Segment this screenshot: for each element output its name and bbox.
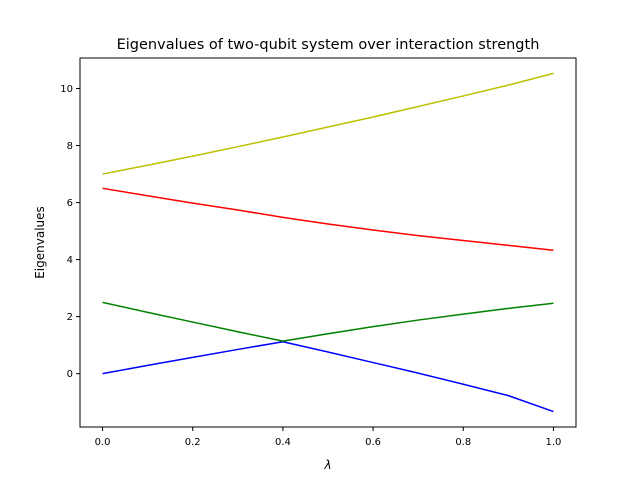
y-tick-label: 0 — [67, 369, 73, 380]
x-tick-label: 0.4 — [275, 437, 291, 448]
x-axis-ticks: 0.0 0.2 0.4 0.6 0.8 1.0 — [95, 427, 562, 448]
y-tick-label: 4 — [67, 255, 73, 266]
x-tick-label: 0.0 — [95, 437, 111, 448]
x-tick-label: 0.2 — [185, 437, 201, 448]
series-layer — [102, 72, 554, 413]
y-axis-label: Eigenvalues — [33, 206, 47, 279]
y-tick-label: 8 — [67, 141, 73, 152]
plot-frame — [79, 57, 577, 428]
x-tick-label: 0.8 — [455, 437, 471, 448]
chart-title: Eigenvalues of two-qubit system over int… — [117, 37, 540, 53]
series-line-3 — [102, 187, 554, 251]
series-line-4 — [102, 72, 554, 175]
series-line-2 — [102, 301, 554, 342]
y-tick-label: 2 — [67, 312, 73, 323]
x-axis-label: λ — [323, 458, 331, 472]
series-line-1 — [102, 340, 554, 413]
y-tick-label: 10 — [60, 84, 73, 95]
x-tick-label: 1.0 — [546, 437, 562, 448]
y-axis-ticks: 0 2 4 6 8 10 — [60, 84, 80, 380]
x-tick-label: 0.6 — [365, 437, 381, 448]
y-tick-label: 6 — [67, 198, 73, 209]
